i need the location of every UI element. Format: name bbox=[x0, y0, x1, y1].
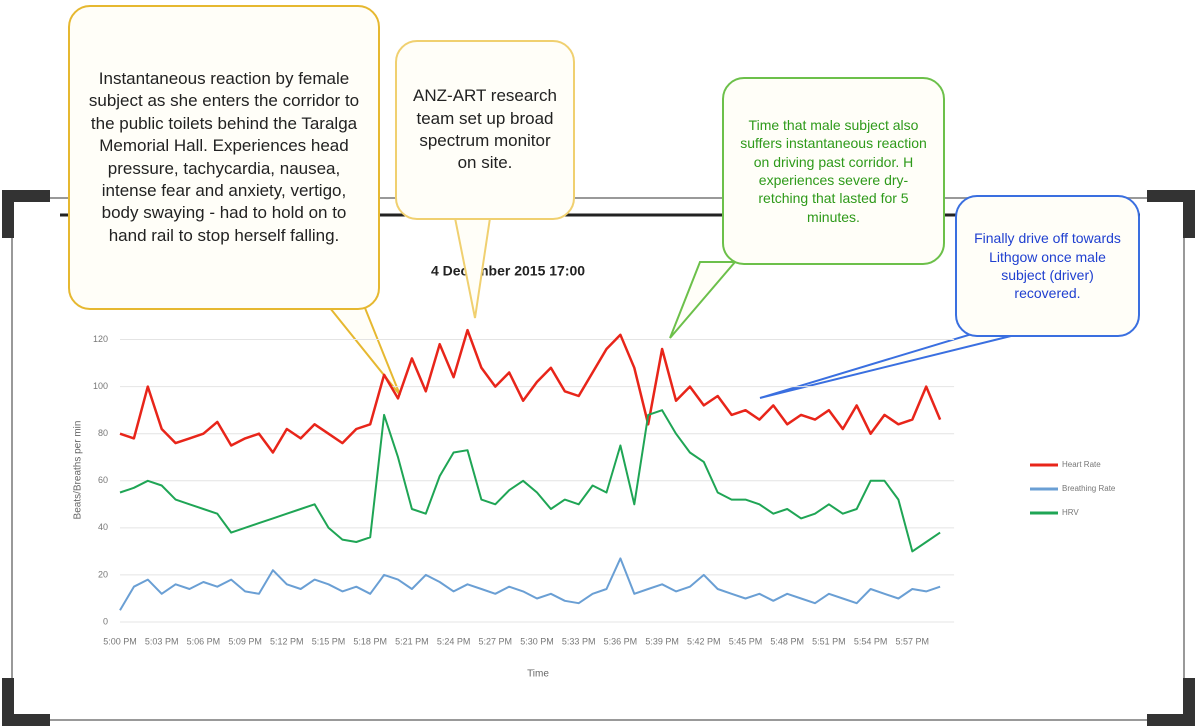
callout-tail bbox=[669, 261, 738, 339]
x-tick-label: 5:57 PM bbox=[896, 636, 930, 646]
x-tick-label: 5:33 PM bbox=[562, 636, 596, 646]
legend-label: HRV bbox=[1062, 508, 1079, 517]
x-tick-label: 5:00 PM bbox=[103, 636, 137, 646]
x-tick-label: 5:15 PM bbox=[312, 636, 346, 646]
x-tick-label: 5:06 PM bbox=[187, 636, 221, 646]
series-line bbox=[119, 409, 941, 553]
callout: Instantaneous reaction by female subject… bbox=[68, 5, 380, 310]
callout: ANZ-ART research team set up broad spect… bbox=[395, 40, 575, 220]
x-tick-label: 5:24 PM bbox=[437, 636, 471, 646]
x-tick-label: 5:45 PM bbox=[729, 636, 763, 646]
x-tick-label: 5:36 PM bbox=[604, 636, 638, 646]
y-tick-label: 80 bbox=[98, 428, 108, 438]
callout: Finally drive off towards Lithgow once m… bbox=[955, 195, 1140, 337]
y-tick-label: 40 bbox=[98, 522, 108, 532]
y-tick-label: 100 bbox=[93, 381, 108, 391]
chart-title: 4 December 2015 17:00 bbox=[431, 263, 585, 279]
x-tick-label: 5:39 PM bbox=[645, 636, 679, 646]
y-tick-label: 20 bbox=[98, 569, 108, 579]
x-tick-label: 5:42 PM bbox=[687, 636, 721, 646]
x-axis-label: Time bbox=[527, 669, 549, 680]
series-line bbox=[119, 557, 941, 611]
y-tick-label: 120 bbox=[93, 334, 108, 344]
corners bbox=[2, 190, 1195, 726]
series-line bbox=[119, 328, 942, 454]
legend-label: Breathing Rate bbox=[1062, 484, 1116, 493]
y-tick-label: 0 bbox=[103, 616, 108, 626]
y-tick-label: 60 bbox=[98, 475, 108, 485]
x-tick-label: 5:51 PM bbox=[812, 636, 846, 646]
x-tick-label: 5:09 PM bbox=[228, 636, 262, 646]
legend-label: Heart Rate bbox=[1062, 460, 1101, 469]
x-tick-label: 5:12 PM bbox=[270, 636, 304, 646]
x-tick-label: 5:30 PM bbox=[520, 636, 554, 646]
x-tick-label: 5:03 PM bbox=[145, 636, 179, 646]
x-tick-label: 5:27 PM bbox=[479, 636, 513, 646]
x-tick-label: 5:54 PM bbox=[854, 636, 888, 646]
x-tick-label: 5:18 PM bbox=[353, 636, 387, 646]
x-tick-label: 5:48 PM bbox=[770, 636, 804, 646]
x-tick-label: 5:21 PM bbox=[395, 636, 429, 646]
y-axis-label: Beats/Breaths per min bbox=[73, 421, 84, 520]
callout: Time that male subject also suffers inst… bbox=[722, 77, 945, 265]
